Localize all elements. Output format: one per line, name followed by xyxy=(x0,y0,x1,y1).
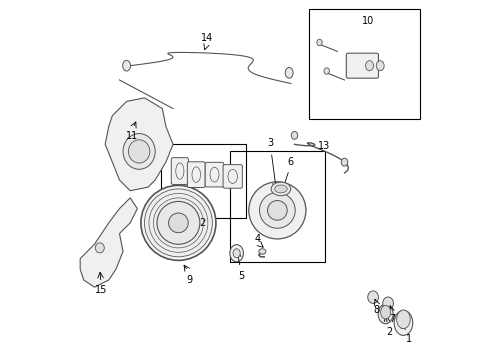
Ellipse shape xyxy=(285,67,292,78)
Ellipse shape xyxy=(274,185,286,193)
Text: 1: 1 xyxy=(405,334,411,344)
Ellipse shape xyxy=(168,213,188,233)
Ellipse shape xyxy=(380,305,390,319)
FancyBboxPatch shape xyxy=(223,165,242,188)
Polygon shape xyxy=(80,198,137,287)
Ellipse shape xyxy=(396,310,409,329)
Text: 9: 9 xyxy=(186,275,192,285)
Ellipse shape xyxy=(316,39,322,46)
Polygon shape xyxy=(105,98,173,191)
Ellipse shape xyxy=(141,185,216,260)
Ellipse shape xyxy=(248,182,305,239)
FancyBboxPatch shape xyxy=(205,162,224,187)
Ellipse shape xyxy=(367,291,378,303)
Text: 8: 8 xyxy=(373,305,379,315)
Text: 11: 11 xyxy=(125,131,138,141)
Ellipse shape xyxy=(229,245,243,262)
FancyBboxPatch shape xyxy=(346,53,378,78)
Text: 7: 7 xyxy=(388,314,395,324)
Text: 3: 3 xyxy=(266,138,273,148)
Ellipse shape xyxy=(376,61,384,71)
Ellipse shape xyxy=(382,297,393,310)
Text: 6: 6 xyxy=(286,157,293,167)
Text: 12: 12 xyxy=(194,217,207,228)
Text: 5: 5 xyxy=(237,271,244,281)
Ellipse shape xyxy=(341,158,347,166)
Ellipse shape xyxy=(270,182,290,196)
Ellipse shape xyxy=(324,68,328,74)
Ellipse shape xyxy=(128,140,149,163)
Bar xyxy=(230,152,324,262)
Bar xyxy=(308,9,419,119)
Text: 13: 13 xyxy=(318,141,330,152)
Bar xyxy=(160,144,246,217)
Ellipse shape xyxy=(95,243,104,253)
FancyBboxPatch shape xyxy=(171,158,188,184)
Ellipse shape xyxy=(365,61,373,71)
Text: 15: 15 xyxy=(95,285,107,296)
Text: 14: 14 xyxy=(201,33,213,43)
Ellipse shape xyxy=(123,134,155,169)
Ellipse shape xyxy=(157,202,200,244)
Ellipse shape xyxy=(122,60,130,71)
Text: 4: 4 xyxy=(254,234,261,244)
Ellipse shape xyxy=(144,189,212,257)
Ellipse shape xyxy=(258,249,265,254)
Text: 2: 2 xyxy=(385,327,391,337)
Ellipse shape xyxy=(377,304,392,324)
Ellipse shape xyxy=(233,249,240,258)
Ellipse shape xyxy=(259,193,295,228)
Text: 10: 10 xyxy=(361,17,373,26)
FancyBboxPatch shape xyxy=(187,162,205,188)
Ellipse shape xyxy=(393,310,412,336)
Ellipse shape xyxy=(291,131,297,139)
Ellipse shape xyxy=(267,201,286,220)
